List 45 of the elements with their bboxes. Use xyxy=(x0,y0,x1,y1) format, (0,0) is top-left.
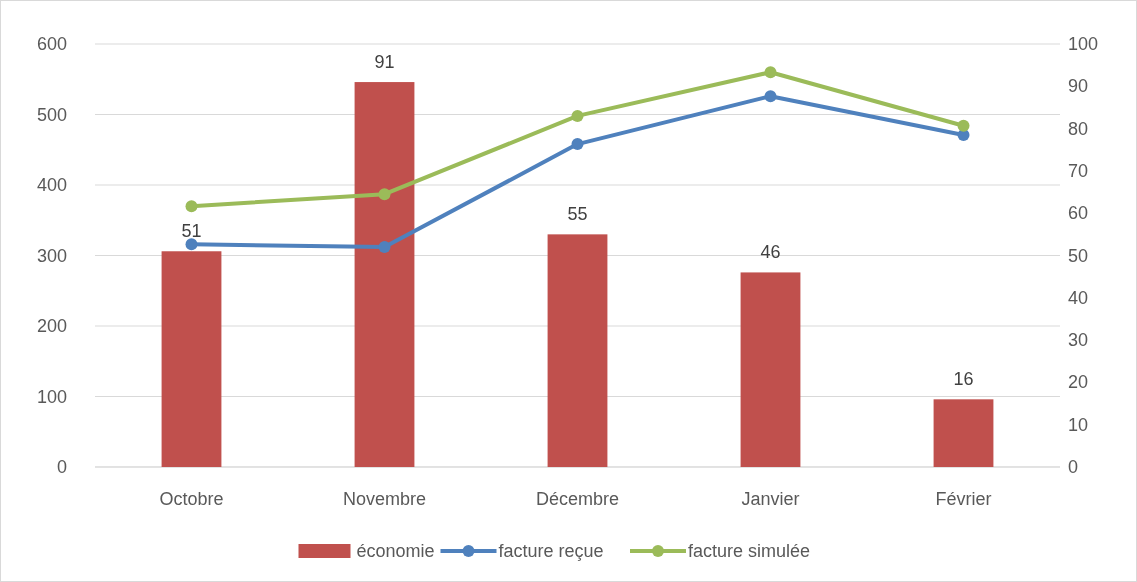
y-tick-label: 500 xyxy=(36,104,67,125)
legend-label: facture reçue xyxy=(498,541,604,561)
y-tick-label: 0 xyxy=(56,457,67,477)
point xyxy=(378,188,391,201)
y2-tick-label: 0 xyxy=(1068,457,1079,477)
y2-tick-label: 90 xyxy=(1068,76,1089,97)
data-label: 51 xyxy=(181,221,202,242)
point xyxy=(764,66,777,79)
y2-tick-label: 70 xyxy=(1068,160,1089,181)
y2-tick-label: 100 xyxy=(1068,34,1099,54)
y2-tick-label: 50 xyxy=(1068,245,1089,266)
point xyxy=(764,90,777,103)
y2-tick-label: 10 xyxy=(1068,414,1089,435)
y-tick-label: 200 xyxy=(36,316,67,336)
y2-tick-label: 20 xyxy=(1068,372,1089,393)
point xyxy=(957,119,970,132)
y-tick-label: 600 xyxy=(36,34,67,54)
data-label: 55 xyxy=(567,204,588,225)
point xyxy=(571,109,584,122)
point xyxy=(378,241,391,254)
legend-label: facture simulée xyxy=(688,541,811,561)
y2-tick-label: 80 xyxy=(1068,118,1089,139)
bar xyxy=(547,234,608,467)
bar xyxy=(740,272,801,467)
point xyxy=(571,138,584,151)
legend-label: économie xyxy=(356,541,435,561)
x-tick-label: Février xyxy=(935,489,992,509)
x-tick-label: Décembre xyxy=(535,489,620,509)
point xyxy=(185,238,198,251)
bar xyxy=(354,82,415,467)
y2-tick-label: 30 xyxy=(1068,330,1089,351)
bar xyxy=(161,251,222,467)
data-label: 91 xyxy=(374,52,395,73)
y-tick-label: 100 xyxy=(36,386,67,407)
y-tick-label: 400 xyxy=(36,175,67,195)
y2-tick-label: 60 xyxy=(1068,203,1089,224)
data-label: 16 xyxy=(953,369,974,390)
point xyxy=(185,200,198,213)
y2-tick-label: 40 xyxy=(1068,287,1089,308)
x-tick-label: Octobre xyxy=(159,489,224,509)
x-tick-label: Novembre xyxy=(342,489,427,509)
x-tick-label: Janvier xyxy=(741,489,800,509)
y-tick-label: 300 xyxy=(36,245,67,266)
bar xyxy=(933,399,994,467)
data-label: 46 xyxy=(760,242,781,263)
